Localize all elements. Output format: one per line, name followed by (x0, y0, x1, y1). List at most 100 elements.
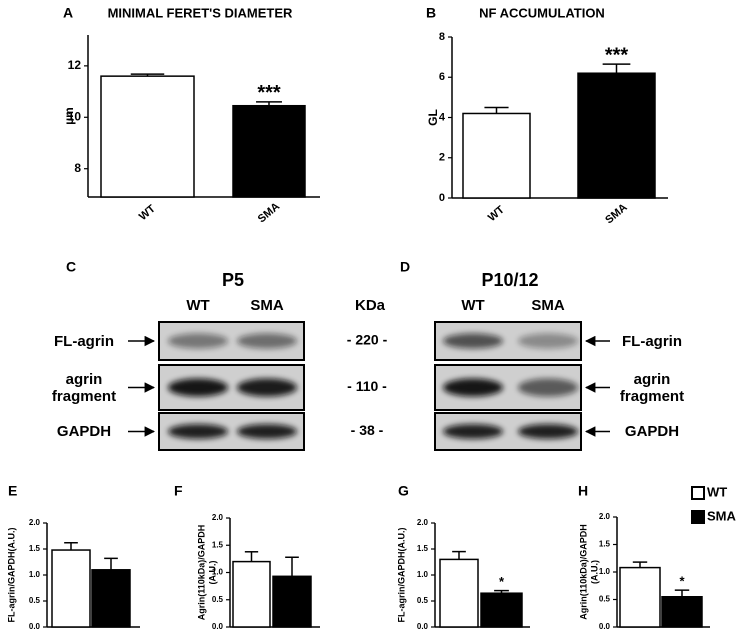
y-axis-label: (A.U.) (207, 561, 217, 585)
marker-label: - 110 - (347, 378, 387, 394)
x-tick-label: WT (486, 204, 507, 224)
bar (439, 558, 479, 628)
y-tick-label: 1.5 (417, 544, 429, 553)
legend-label: SMA (707, 508, 737, 523)
panel-letter: D (400, 259, 410, 275)
y-tick-label: 2.0 (599, 512, 611, 521)
row-label: agrin fragment (51, 370, 117, 405)
bar (661, 596, 703, 628)
bar (577, 72, 656, 199)
marker-label: - 38 - (351, 422, 384, 438)
bar (480, 592, 523, 628)
significance: *** (257, 82, 281, 104)
panel-letter: B (426, 5, 436, 21)
x-tick-label: SMA (256, 200, 282, 225)
x-tick-label: SMA (603, 201, 629, 226)
y-axis-label: Agrin(110kDa)/GAPDH (578, 524, 588, 620)
y-tick-label: 1.5 (212, 540, 224, 549)
blot-band (443, 424, 503, 439)
y-tick-label: 1.0 (417, 570, 429, 579)
panel-letter: H (578, 483, 588, 499)
y-tick-label: 2 (439, 152, 445, 164)
legend-swatch (691, 510, 705, 524)
row-label: FL-agrin (622, 332, 682, 350)
y-tick-label: 0 (439, 192, 445, 204)
y-tick-label: 1.5 (599, 540, 611, 549)
bar (232, 104, 306, 198)
y-tick-label: 12 (68, 58, 82, 72)
blot-band (237, 424, 297, 439)
blot-band (168, 424, 228, 439)
legend-swatch (691, 486, 705, 500)
y-axis-label: GL (426, 109, 440, 126)
y-axis-label: µm (62, 107, 76, 125)
y-tick-label: 1.5 (29, 544, 41, 553)
y-tick-label: 10 (68, 109, 82, 123)
row-label: GAPDH (624, 423, 680, 440)
y-axis-label: (A.U.) (589, 560, 599, 584)
chart-title: NF ACCUMULATION (479, 5, 605, 20)
bar (100, 75, 195, 198)
row-label: FL-agrin (54, 332, 114, 350)
blot-band (518, 424, 578, 439)
blot-title: P10/12 (481, 270, 538, 290)
y-tick-label: 4 (439, 111, 446, 123)
y-tick-label: 1.0 (29, 570, 41, 579)
marker-label: - 220 - (347, 332, 388, 348)
bar (272, 575, 312, 628)
significance: *** (605, 44, 629, 66)
lane-label: WT (461, 297, 484, 314)
y-tick-label: 0.0 (212, 622, 224, 631)
y-tick-label: 0.5 (212, 595, 224, 604)
blot-band (443, 333, 503, 349)
y-tick-label: 2.0 (212, 513, 224, 522)
significance: * (679, 574, 685, 589)
y-tick-label: 8 (439, 31, 445, 43)
y-tick-label: 2.0 (29, 518, 41, 527)
bar (619, 566, 661, 628)
x-tick-label: WT (137, 203, 158, 223)
row-label: agrin fragment (619, 370, 685, 405)
blot-band (518, 378, 578, 397)
y-axis-label: FL-agrin/GAPDH(A.U.) (396, 528, 406, 623)
panel-letter: G (398, 483, 409, 499)
bar (91, 569, 131, 628)
y-axis-label: Agrin(110kDa)/GAPDH (196, 525, 206, 621)
blot-band (237, 378, 297, 397)
panel-letter: E (8, 483, 17, 499)
y-tick-label: 0.5 (417, 596, 429, 605)
y-tick-label: 8 (74, 161, 81, 175)
significance: * (499, 574, 505, 589)
row-label: GAPDH (56, 423, 112, 440)
blot-title: P5 (222, 270, 244, 290)
blot-band (518, 333, 578, 349)
lane-label: WT (186, 297, 209, 314)
lane-label: SMA (531, 297, 565, 314)
y-tick-label: 0.5 (599, 595, 611, 604)
y-tick-label: 1.0 (212, 568, 224, 577)
blot-band (443, 378, 503, 397)
bar (462, 112, 531, 199)
panel-letter: A (63, 5, 73, 21)
y-axis-label: FL-agrin/GAPDH(A.U.) (6, 528, 16, 623)
y-tick-label: 0.0 (29, 622, 41, 631)
panel-letter: C (66, 259, 76, 275)
panel-letter: F (174, 483, 183, 499)
y-tick-label: 0.0 (417, 622, 429, 631)
lane-label: SMA (250, 297, 284, 314)
bar (51, 549, 91, 628)
bar (232, 560, 271, 628)
chart-title: MINIMAL FERET'S DIAMETER (108, 5, 293, 20)
legend-label: WT (707, 484, 727, 499)
y-tick-label: 2.0 (417, 518, 429, 527)
blot-band (168, 378, 228, 397)
blot-band (237, 333, 297, 349)
y-tick-label: 0.0 (599, 622, 611, 631)
blot-band (168, 333, 228, 349)
y-tick-label: 0.5 (29, 596, 41, 605)
y-tick-label: 6 (439, 71, 445, 83)
y-tick-label: 1.0 (599, 567, 611, 576)
marker-title: KDa (355, 297, 386, 314)
